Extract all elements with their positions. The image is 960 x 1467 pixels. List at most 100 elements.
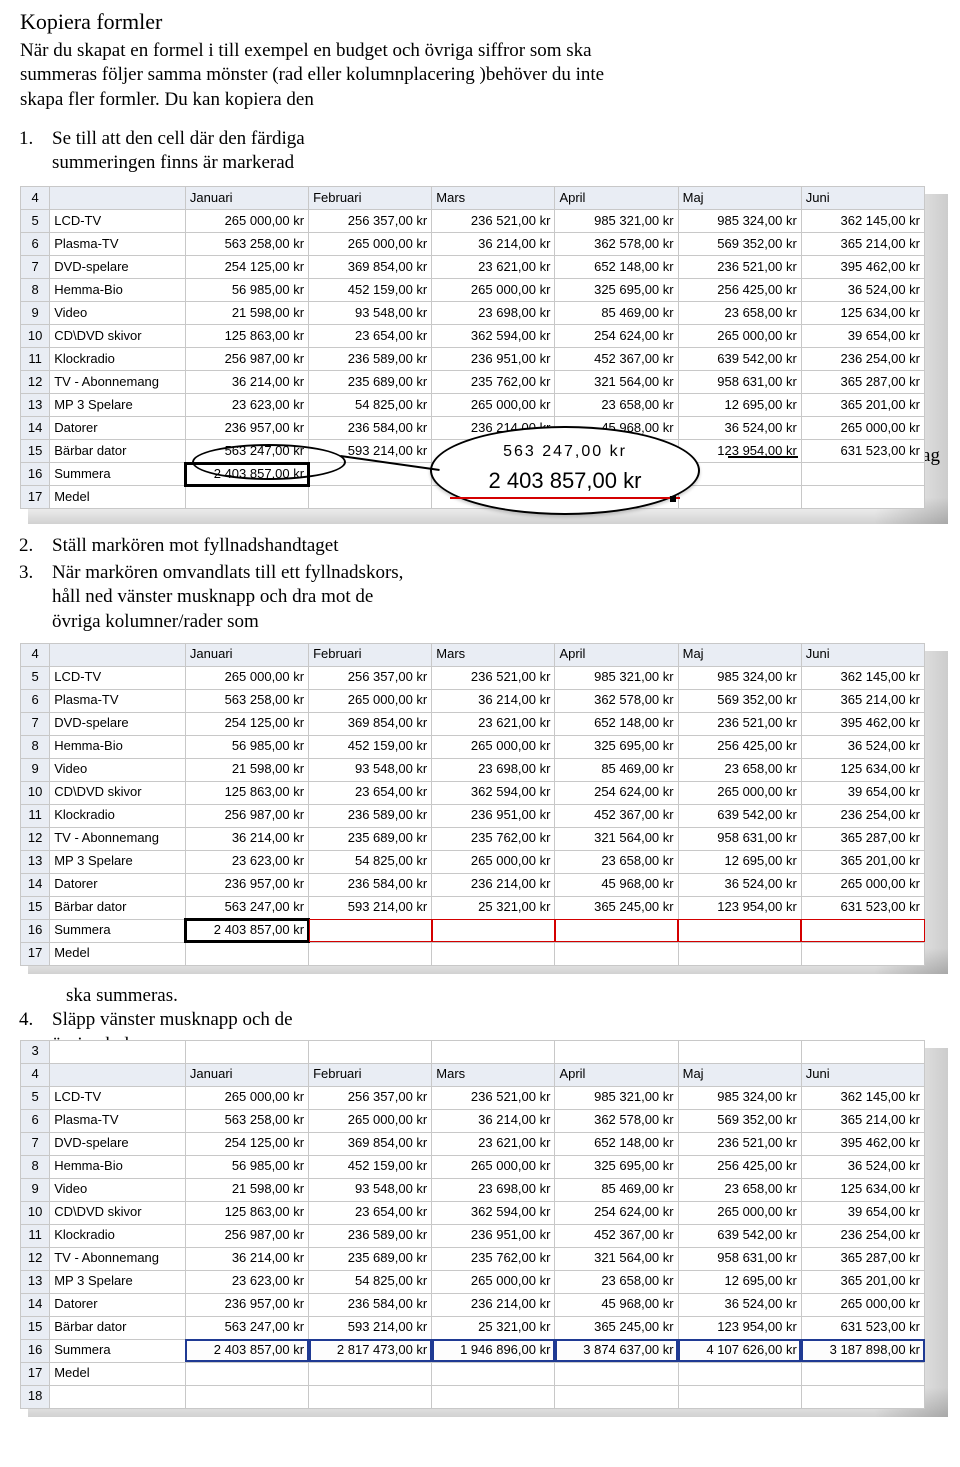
data-cell: 85 469,00 kr: [555, 302, 678, 325]
col-header: Juni: [801, 187, 924, 210]
row-header: 13: [21, 1270, 50, 1293]
row-label: Video: [50, 1178, 186, 1201]
data-cell: 45 968,00 kr: [555, 873, 678, 896]
data-cell: 362 578,00 kr: [555, 233, 678, 256]
row-label: Hemma-Bio: [50, 1155, 186, 1178]
data-cell: 265 000,00 kr: [185, 1086, 308, 1109]
row-label: Datorer: [50, 417, 186, 440]
row-header: 12: [21, 371, 50, 394]
empty-cell: [309, 486, 432, 509]
data-cell: 265 000,00 kr: [309, 1109, 432, 1132]
data-cell: 452 159,00 kr: [309, 1155, 432, 1178]
row-label: LCD-TV: [50, 666, 186, 689]
data-cell: 125 863,00 kr: [185, 325, 308, 348]
data-cell: 639 542,00 kr: [678, 804, 801, 827]
col-header: Januari: [185, 187, 308, 210]
row-label: Plasma-TV: [50, 689, 186, 712]
data-cell: 93 548,00 kr: [309, 302, 432, 325]
data-cell: 365 201,00 kr: [801, 850, 924, 873]
row-header: 15: [21, 896, 50, 919]
data-cell: 123 954,00 kr: [678, 896, 801, 919]
data-cell: 12 695,00 kr: [678, 1270, 801, 1293]
data-cell: 56 985,00 kr: [185, 279, 308, 302]
data-cell: 21 598,00 kr: [185, 1178, 308, 1201]
empty-cell: [432, 942, 555, 965]
data-cell: 365 245,00 kr: [555, 1316, 678, 1339]
data-cell: 365 201,00 kr: [801, 394, 924, 417]
data-cell: 36 524,00 kr: [678, 417, 801, 440]
data-cell: 23 658,00 kr: [555, 850, 678, 873]
empty-cell: [185, 486, 308, 509]
data-cell: 569 352,00 kr: [678, 1109, 801, 1132]
data-cell: 265 000,00 kr: [801, 417, 924, 440]
empty-cell: [801, 1040, 924, 1063]
row-label: Plasma-TV: [50, 233, 186, 256]
row-header: 9: [21, 302, 50, 325]
filled-cell: 3 874 637,00 kr: [555, 1339, 678, 1362]
row-header: 6: [21, 689, 50, 712]
row-label: MP 3 Spelare: [50, 394, 186, 417]
data-cell: 958 631,00 kr: [678, 1247, 801, 1270]
row-label: Video: [50, 758, 186, 781]
col-header: Februari: [309, 187, 432, 210]
data-cell: 39 654,00 kr: [801, 325, 924, 348]
data-cell: 265 000,00 kr: [309, 233, 432, 256]
row-header: 13: [21, 850, 50, 873]
row-label: TV - Abonnemang: [50, 1247, 186, 1270]
data-cell: 985 321,00 kr: [555, 1086, 678, 1109]
data-cell: 54 825,00 kr: [309, 1270, 432, 1293]
data-cell: 23 658,00 kr: [555, 394, 678, 417]
sheet-3-table: 3 4JanuariFebruariMarsAprilMajJuni5LCD-T…: [20, 1040, 925, 1409]
data-cell: 369 854,00 kr: [309, 712, 432, 735]
row-header: 8: [21, 1155, 50, 1178]
data-cell: 236 589,00 kr: [309, 348, 432, 371]
data-cell: 631 523,00 kr: [801, 440, 924, 463]
col-header: Juni: [801, 1063, 924, 1086]
col-header: Mars: [432, 187, 555, 210]
col-header: Januari: [185, 1063, 308, 1086]
col-header-blank: [50, 1063, 186, 1086]
data-cell: 325 695,00 kr: [555, 279, 678, 302]
selected-cell[interactable]: 2 403 857,00 kr: [185, 919, 308, 942]
row-label: Bärbar dator: [50, 896, 186, 919]
step-1: Se till att den cell där den färdiga sum…: [52, 127, 332, 176]
col-header-blank: [50, 643, 186, 666]
empty-cell: [309, 942, 432, 965]
data-cell: 256 425,00 kr: [678, 735, 801, 758]
row-header: 4: [21, 643, 50, 666]
data-cell: 593 214,00 kr: [309, 1316, 432, 1339]
empty-cell: [185, 1040, 308, 1063]
data-cell: 23 658,00 kr: [678, 1178, 801, 1201]
callout-top-value: 563 247,00 kr: [450, 442, 680, 463]
data-cell: 265 000,00 kr: [185, 666, 308, 689]
row-header: 17: [21, 1362, 50, 1385]
empty-cell: [185, 1362, 308, 1385]
empty-cell: [185, 1385, 308, 1408]
row-label: Datorer: [50, 873, 186, 896]
col-header: Maj: [678, 1063, 801, 1086]
data-cell: 54 825,00 kr: [309, 394, 432, 417]
data-cell: 236 584,00 kr: [309, 417, 432, 440]
data-cell: 125 634,00 kr: [801, 1178, 924, 1201]
selected-cell[interactable]: 2 403 857,00 kr: [185, 463, 308, 486]
row-label: Video: [50, 302, 186, 325]
data-cell: 569 352,00 kr: [678, 233, 801, 256]
row-label: DVD-spelare: [50, 712, 186, 735]
data-cell: 235 762,00 kr: [432, 371, 555, 394]
fill-handle-square: [670, 496, 676, 502]
data-cell: 236 951,00 kr: [432, 348, 555, 371]
data-cell: 631 523,00 kr: [801, 1316, 924, 1339]
data-cell: 236 254,00 kr: [801, 1224, 924, 1247]
drag-range-cell: [309, 919, 432, 942]
col-header: Mars: [432, 643, 555, 666]
data-cell: 395 462,00 kr: [801, 256, 924, 279]
row-header: 15: [21, 1316, 50, 1339]
data-cell: 265 000,00 kr: [432, 735, 555, 758]
row-header: 7: [21, 712, 50, 735]
row-label: Klockradio: [50, 348, 186, 371]
data-cell: 362 594,00 kr: [432, 781, 555, 804]
data-cell: 256 987,00 kr: [185, 804, 308, 827]
row-label: LCD-TV: [50, 1086, 186, 1109]
row-header: 5: [21, 210, 50, 233]
row-header: 18: [21, 1385, 50, 1408]
